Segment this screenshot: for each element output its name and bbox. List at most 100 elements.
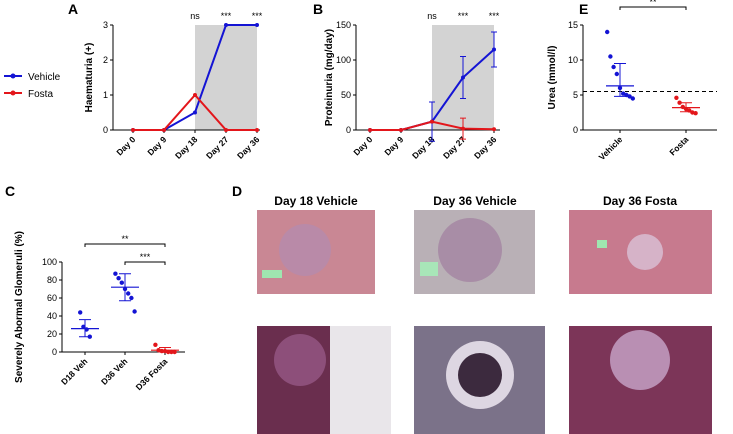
y-axis-label: Proteinuria (mg/day) bbox=[324, 29, 335, 126]
error-bar bbox=[614, 63, 626, 97]
y-tick-label: 3 bbox=[103, 20, 108, 30]
point bbox=[430, 119, 434, 124]
annotation: *** bbox=[458, 11, 469, 21]
glomerulus bbox=[627, 234, 663, 270]
micrographs bbox=[257, 210, 712, 434]
point bbox=[132, 309, 137, 314]
point bbox=[255, 23, 259, 27]
micrograph-title: Day 36 Fosta bbox=[603, 194, 677, 208]
y-tick-label: 0 bbox=[103, 125, 108, 135]
point bbox=[608, 54, 613, 59]
y-tick-label: 20 bbox=[47, 329, 57, 339]
glomerulus bbox=[610, 330, 670, 390]
point bbox=[674, 95, 679, 101]
y-axis-label: Urea (mmol/l) bbox=[547, 46, 558, 110]
point bbox=[492, 127, 496, 132]
x-tick-label: Day 0 bbox=[351, 134, 374, 157]
point bbox=[224, 23, 228, 27]
bracket bbox=[84, 243, 166, 247]
error-bar bbox=[159, 347, 171, 353]
y-tick-label: 0 bbox=[573, 125, 578, 135]
y-axis-label: Severely Abormal Glomeruli (%) bbox=[14, 231, 25, 383]
x-tick-label: Day 0 bbox=[114, 134, 137, 157]
legend-label: Fosta bbox=[28, 89, 53, 100]
glomerulus bbox=[438, 218, 502, 282]
panel-letter: B bbox=[313, 1, 323, 17]
point bbox=[255, 128, 259, 132]
x-tick-label: Day 9 bbox=[382, 134, 405, 157]
y-tick-label: 100 bbox=[336, 55, 351, 65]
legend-marker bbox=[10, 90, 16, 96]
x-tick-label: Day 9 bbox=[145, 134, 168, 157]
point bbox=[461, 75, 465, 80]
panel-letter: E bbox=[579, 1, 588, 17]
y-tick-label: 60 bbox=[47, 293, 57, 303]
error-bar bbox=[680, 102, 692, 113]
error-bar bbox=[79, 319, 91, 338]
point bbox=[131, 128, 135, 132]
glomerulus-core bbox=[458, 353, 502, 397]
point bbox=[614, 71, 619, 77]
x-tick-label: Day 27 bbox=[204, 134, 231, 161]
point bbox=[126, 291, 131, 296]
point bbox=[627, 94, 632, 99]
space bbox=[262, 270, 282, 278]
glomerulus bbox=[279, 224, 331, 276]
point bbox=[461, 126, 465, 131]
point bbox=[605, 29, 610, 35]
y-tick-label: 100 bbox=[42, 257, 57, 267]
y-tick-label: 50 bbox=[341, 90, 351, 100]
point bbox=[492, 47, 496, 52]
panel-letter: D bbox=[232, 183, 242, 199]
x-tick-label: Day 27 bbox=[441, 134, 468, 161]
point bbox=[368, 128, 372, 132]
legend-marker bbox=[10, 73, 16, 79]
x-tick-label: D36 Veh bbox=[99, 356, 129, 386]
annotation: *** bbox=[489, 11, 500, 21]
x-tick-label: Vehicle bbox=[597, 134, 625, 162]
shaded-region bbox=[195, 25, 257, 130]
glomerulus bbox=[274, 334, 326, 386]
y-tick-label: 150 bbox=[336, 20, 351, 30]
y-tick-label: 2 bbox=[103, 55, 108, 65]
annotation: ns bbox=[427, 11, 437, 21]
significance: *** bbox=[140, 252, 151, 262]
y-tick-label: 0 bbox=[52, 347, 57, 357]
x-tick-label: Fosta bbox=[667, 134, 690, 157]
annotation: ns bbox=[190, 11, 200, 21]
point bbox=[162, 128, 166, 132]
annotation: *** bbox=[221, 11, 232, 21]
annotation: *** bbox=[252, 11, 263, 21]
y-tick-label: 0 bbox=[346, 125, 351, 135]
space bbox=[330, 326, 391, 434]
point bbox=[78, 310, 83, 315]
y-tick-label: 10 bbox=[568, 55, 578, 65]
bracket bbox=[619, 6, 687, 10]
x-tick-label: D36 Fosta bbox=[134, 356, 170, 392]
point bbox=[193, 93, 197, 97]
space bbox=[420, 262, 438, 276]
y-tick-label: 15 bbox=[568, 20, 578, 30]
point bbox=[693, 111, 698, 116]
y-tick-label: 5 bbox=[573, 90, 578, 100]
significance: ** bbox=[121, 234, 129, 244]
point bbox=[129, 295, 134, 301]
micrograph-title: Day 18 Vehicle bbox=[274, 194, 358, 208]
panel-letter: A bbox=[68, 1, 78, 17]
point bbox=[611, 64, 616, 70]
legend-label: Vehicle bbox=[28, 72, 61, 83]
y-tick-label: 80 bbox=[47, 275, 57, 285]
y-tick-label: 1 bbox=[103, 90, 108, 100]
x-tick-label: Day 36 bbox=[235, 134, 262, 161]
micrograph-title: Day 36 Vehicle bbox=[433, 194, 517, 208]
point bbox=[116, 276, 121, 281]
x-tick-label: Day 18 bbox=[173, 134, 200, 161]
point bbox=[169, 349, 174, 355]
point bbox=[119, 280, 125, 285]
space bbox=[597, 240, 607, 248]
significance: ** bbox=[649, 0, 657, 7]
x-tick-label: Day 36 bbox=[472, 134, 499, 161]
point bbox=[224, 128, 228, 132]
error-bar bbox=[119, 273, 131, 302]
point bbox=[113, 271, 118, 276]
